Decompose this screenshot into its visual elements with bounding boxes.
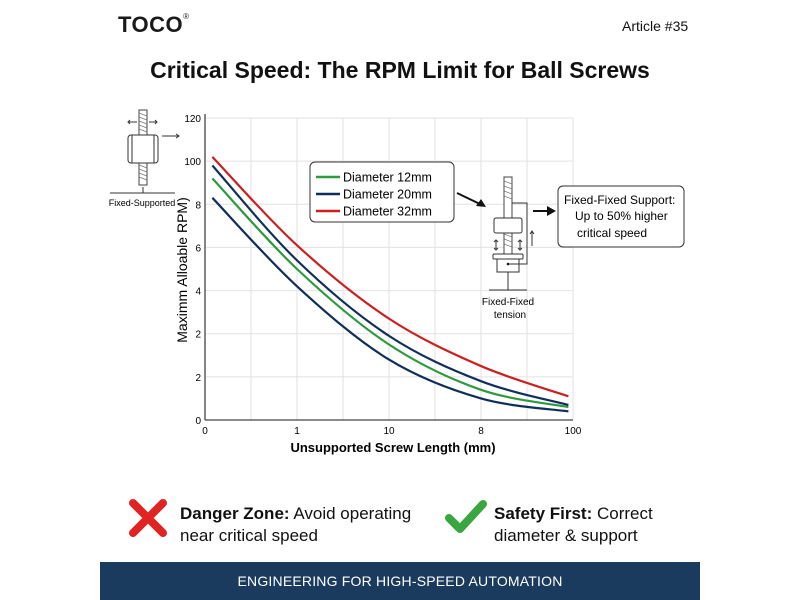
chart-axes: [204, 114, 573, 421]
toco-logo: TOCO®: [118, 12, 190, 38]
chart-lines: [211, 156, 569, 413]
fixed-fixed-sublabel: tension: [494, 310, 526, 321]
x-tick-label: 8: [478, 426, 484, 437]
chart-legend: Diameter 12mm Diameter 20mm Diameter 32mm: [309, 161, 455, 223]
y-tick-label: 120: [184, 114, 201, 125]
x-tick-label: 100: [565, 426, 582, 437]
fixed-fixed-diagram-icon: Fixed-Fixed tension: [482, 176, 535, 321]
y-tick-label: 2: [195, 373, 201, 384]
critical-speed-chart: 0 1 10 8 100 0 2 2 4 6 8 100 120 Unsupported Screw L…: [109, 109, 685, 455]
x-tick-label: 0: [202, 426, 208, 437]
series-line: [211, 164, 569, 406]
callout-line: critical speed: [577, 226, 647, 240]
chart-ticks: 0 1 10 8 100 0 2 2 4 6 8 100 120: [184, 114, 581, 437]
callout-line: Fixed-Fixed Support:: [564, 193, 675, 207]
danger-text: Avoid operating: [289, 504, 412, 523]
legend-label: Diameter 32mm: [343, 205, 432, 219]
y-axis-label: Maximm Alloable RPM): [174, 197, 190, 342]
fixed-fixed-label: Fixed-Fixed: [482, 297, 534, 308]
checkmark-icon: [445, 500, 487, 533]
x-axis-label: Unsupported Screw Length (mm): [290, 440, 495, 455]
fixed-supported-diagram-icon: Fixed-Supported: [109, 109, 180, 208]
safety-title: Safety First:: [494, 504, 593, 523]
x-tick-label: 1: [294, 426, 300, 437]
y-tick-label: 100: [184, 157, 201, 168]
x-mark-icon: [129, 499, 167, 537]
arrowhead-icon: [547, 206, 556, 216]
arrowhead-icon: [476, 199, 486, 207]
series-line: [211, 177, 569, 409]
series-line: [211, 197, 569, 413]
logo-text: TOCO: [118, 12, 184, 37]
fixed-supported-label: Fixed-Supported: [109, 198, 176, 208]
safety-text: Correct: [592, 504, 653, 523]
safety-text: diameter & support: [494, 526, 638, 545]
legend-label: Diameter 12mm: [343, 171, 432, 185]
x-tick-label: 10: [383, 426, 395, 437]
y-tick-label: 6: [195, 243, 201, 254]
registered-mark: ®: [183, 12, 190, 21]
y-tick-label: 4: [195, 287, 201, 298]
series-line: [211, 156, 569, 398]
safety-first-note: Safety First: Correct diameter & support: [494, 503, 653, 547]
arrow-icon: [456, 192, 483, 206]
y-tick-label: 8: [195, 200, 201, 211]
y-tick-label: 2: [195, 330, 201, 341]
danger-text: near critical speed: [180, 526, 318, 545]
callout-line: Up to 50% higher: [575, 209, 668, 223]
article-number: Article #35: [622, 18, 689, 34]
footer-banner: ENGINEERING FOR HIGH-SPEED AUTOMATION: [100, 562, 700, 600]
fixed-fixed-callout: Fixed-Fixed Support: Up to 50% higher cr…: [557, 185, 685, 248]
legend-label: Diameter 20mm: [343, 188, 432, 202]
page-title: Critical Speed: The RPM Limit for Ball S…: [150, 57, 650, 83]
y-tick-label: 0: [195, 416, 201, 427]
danger-title: Danger Zone:: [180, 504, 290, 523]
danger-zone-note: Danger Zone: Avoid operating near critic…: [180, 503, 411, 547]
